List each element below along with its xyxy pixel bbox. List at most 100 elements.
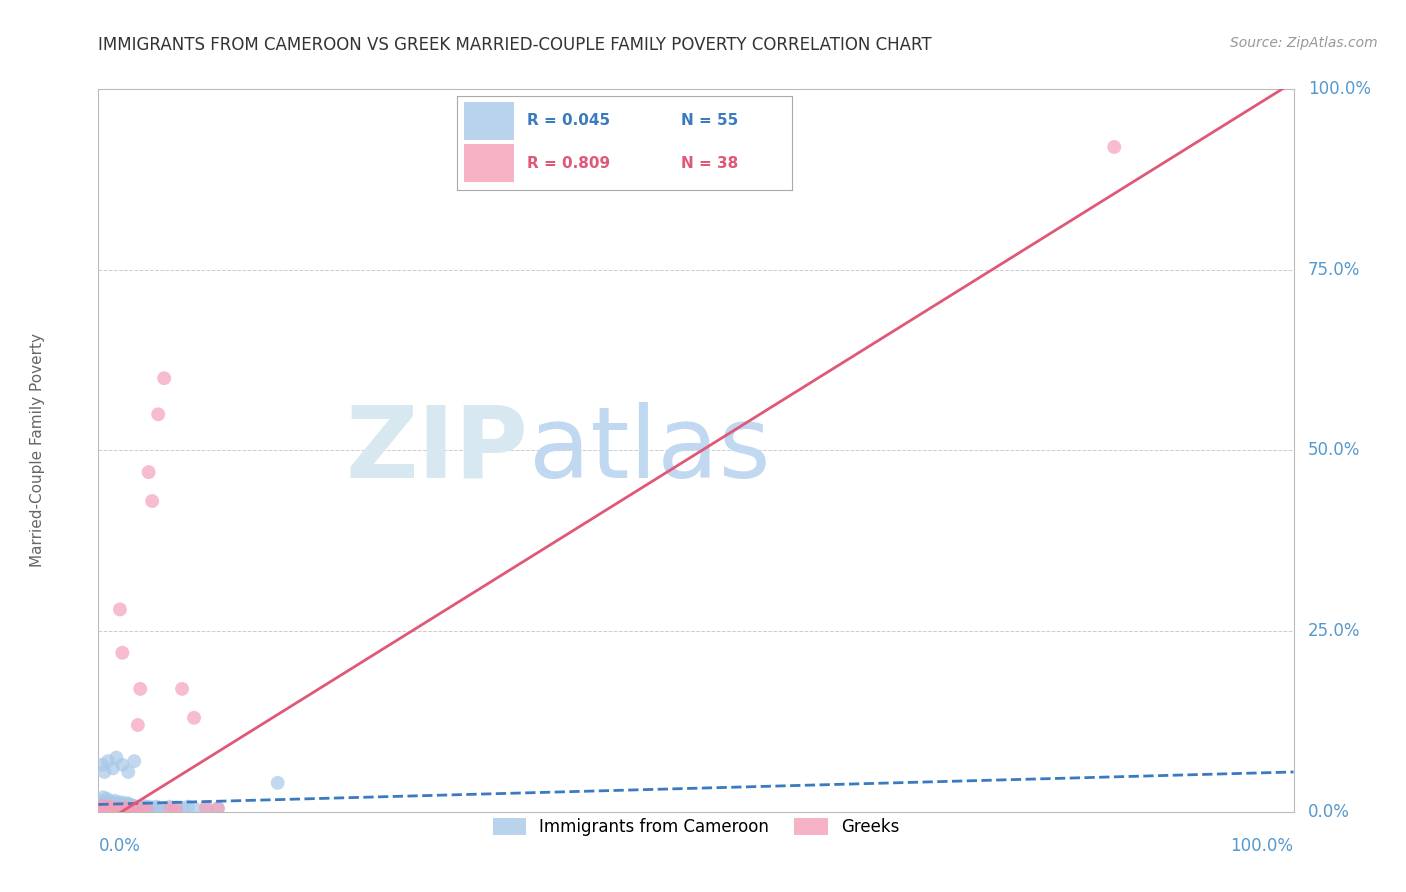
Point [128, 799, 150, 814]
Text: 75.0%: 75.0% [1308, 260, 1360, 279]
Text: 25.0%: 25.0% [1308, 622, 1361, 640]
Point [91, 797, 114, 812]
Point [96, 791, 118, 805]
Point [124, 754, 146, 768]
Legend: Immigrants from Cameroon, Greeks: Immigrants from Cameroon, Greeks [486, 812, 905, 843]
Point [111, 646, 134, 660]
Point [207, 802, 229, 816]
Point [132, 801, 155, 815]
Text: ZIP: ZIP [346, 402, 529, 499]
Point [98, 801, 121, 815]
Point [141, 801, 163, 815]
Point [108, 798, 131, 813]
Point [122, 801, 145, 815]
Point [107, 802, 129, 816]
Point [177, 799, 200, 814]
Point [93, 799, 115, 814]
Point [114, 801, 136, 815]
Point [138, 465, 160, 479]
Point [138, 799, 160, 814]
Point [135, 800, 157, 814]
Point [124, 799, 146, 814]
Point [117, 800, 139, 814]
Point [100, 796, 122, 810]
Point [159, 801, 181, 815]
Point [101, 801, 124, 815]
Point [91, 757, 114, 772]
Point [172, 681, 194, 696]
Text: 50.0%: 50.0% [1308, 442, 1360, 459]
Point [107, 796, 129, 810]
Point [121, 798, 143, 813]
Text: Source: ZipAtlas.com: Source: ZipAtlas.com [1230, 36, 1378, 50]
Point [195, 800, 218, 814]
Point [93, 800, 115, 814]
Point [125, 800, 148, 814]
Point [114, 801, 136, 815]
Point [135, 802, 157, 816]
Point [97, 802, 120, 816]
Point [91, 803, 114, 817]
Point [103, 797, 125, 812]
Point [118, 797, 141, 812]
Point [96, 799, 118, 814]
Point [108, 602, 131, 616]
Point [94, 802, 117, 816]
Point [148, 407, 170, 421]
Point [101, 800, 124, 814]
Point [115, 796, 138, 810]
Point [132, 799, 155, 814]
Point [105, 799, 128, 814]
Point [141, 494, 163, 508]
Point [1104, 140, 1126, 154]
Point [103, 803, 125, 817]
Point [111, 757, 134, 772]
Point [121, 802, 143, 816]
Point [148, 800, 170, 814]
Point [91, 790, 114, 805]
Point [153, 801, 176, 815]
Point [172, 801, 194, 815]
Point [90, 801, 112, 815]
Point [165, 800, 187, 814]
Point [111, 799, 134, 814]
Point [207, 801, 229, 815]
Text: 0.0%: 0.0% [98, 837, 141, 855]
Point [107, 801, 129, 815]
Point [93, 764, 115, 779]
Text: IMMIGRANTS FROM CAMEROON VS GREEK MARRIED-COUPLE FAMILY POVERTY CORRELATION CHAR: IMMIGRANTS FROM CAMEROON VS GREEK MARRIE… [98, 36, 932, 54]
Point [127, 718, 149, 732]
Point [91, 799, 114, 814]
Point [267, 776, 290, 790]
Point [97, 803, 120, 817]
Point [195, 801, 218, 815]
Point [91, 803, 114, 817]
Text: atlas: atlas [529, 402, 770, 499]
Point [98, 800, 122, 814]
Point [183, 711, 205, 725]
Point [97, 754, 120, 768]
Point [94, 796, 117, 810]
Point [124, 800, 146, 814]
Point [115, 799, 138, 814]
Text: 0.0%: 0.0% [1308, 803, 1350, 821]
Point [98, 799, 122, 814]
Text: 100.0%: 100.0% [1308, 80, 1371, 98]
Point [159, 799, 181, 814]
Point [100, 802, 122, 816]
Point [105, 800, 128, 814]
Point [90, 794, 112, 808]
Point [120, 799, 142, 814]
Point [97, 797, 120, 812]
Point [117, 764, 139, 779]
Point [153, 371, 176, 385]
Point [101, 761, 124, 775]
Point [131, 801, 153, 815]
Point [93, 801, 115, 815]
Point [129, 681, 152, 696]
Point [117, 801, 139, 815]
Point [104, 794, 127, 808]
Point [105, 750, 128, 764]
Point [145, 799, 167, 814]
Point [110, 795, 132, 809]
